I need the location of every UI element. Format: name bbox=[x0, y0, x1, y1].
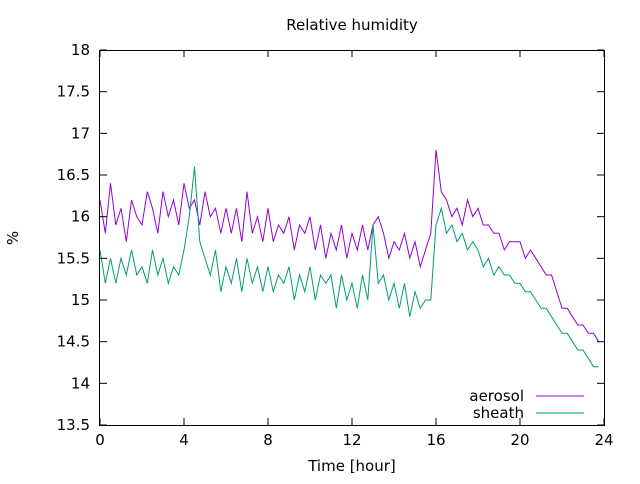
x-tick-label: 20 bbox=[510, 431, 529, 449]
y-tick-label: 16.5 bbox=[57, 166, 90, 184]
x-axis-label: Time [hour] bbox=[307, 457, 396, 475]
y-tick-label: 15 bbox=[71, 291, 90, 309]
plot-area: 0 4 8 12 16 20 24 13.5 14 14.5 15 15.5 16 16.5 17 17.5 1… bbox=[57, 41, 614, 449]
series-line-aerosol bbox=[99, 149, 600, 342]
y-tick-label: 14.5 bbox=[57, 333, 90, 351]
x-tick-label: 4 bbox=[179, 431, 189, 449]
x-tick-label: 8 bbox=[263, 431, 273, 449]
legend-label-aerosol: aerosol bbox=[469, 387, 524, 405]
y-tick-label: 17.5 bbox=[57, 83, 90, 101]
y-tick-label: 14 bbox=[71, 374, 90, 392]
chart-title: Relative humidity bbox=[286, 16, 418, 34]
x-tick-label: 24 bbox=[594, 431, 613, 449]
plot-frame bbox=[99, 50, 605, 426]
ticks-layer: 0 4 8 12 16 20 24 13.5 14 14.5 15 15.5 16 16.5 17 17.5 1… bbox=[57, 41, 614, 449]
y-tick-label: 18 bbox=[71, 41, 90, 59]
x-tick-label: 12 bbox=[342, 431, 361, 449]
y-tick-label: 13.5 bbox=[57, 416, 90, 434]
x-tick-label: 0 bbox=[95, 431, 105, 449]
y-tick-label: 16 bbox=[71, 208, 90, 226]
y-tick-label: 17 bbox=[71, 124, 90, 142]
legend-label-sheath: sheath bbox=[473, 404, 524, 422]
series-layer bbox=[99, 149, 600, 368]
x-tick-label: 16 bbox=[426, 431, 445, 449]
series-line-sheath bbox=[99, 166, 599, 368]
y-tick-label: 15.5 bbox=[57, 249, 90, 267]
y-axis-label: % bbox=[4, 231, 22, 245]
